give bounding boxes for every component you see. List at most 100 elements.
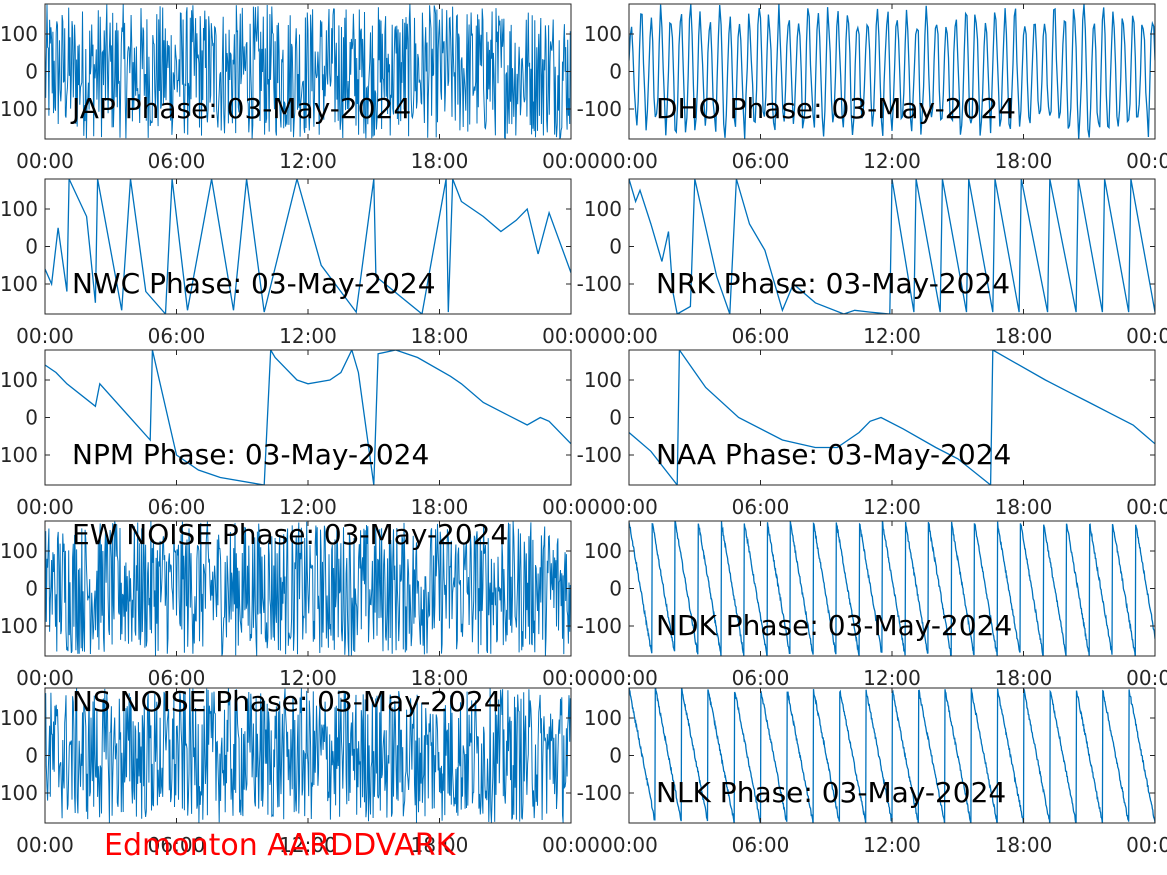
x-tick-label: 18:00	[995, 495, 1053, 519]
x-tick-label: 00:00	[1126, 833, 1167, 857]
subplot-10: 00:00 06:00 12:00 18:00 00:00 100 0 -100 NLK Pha…	[577, 687, 1167, 857]
y-tick-label: -100	[0, 272, 38, 296]
x-tick-label: 00:00	[542, 149, 600, 173]
subplot-title: NWC Phase: 03-May-2024	[72, 267, 436, 300]
x-tick-label: 12:00	[863, 324, 921, 348]
x-tick-label: 06:00	[148, 666, 206, 690]
y-tick-label: 100	[584, 197, 622, 221]
x-tick-label: 06:00	[732, 833, 790, 857]
y-tick-label: -100	[577, 443, 622, 467]
subplot-5: 00:00 06:00 12:00 18:00 00:00 100 0 -100 NPM Pha…	[0, 349, 600, 519]
phase-series-line	[45, 521, 571, 656]
x-tick-label: 18:00	[411, 495, 469, 519]
y-tick-label: -100	[577, 272, 622, 296]
x-tick-label: 06:00	[148, 149, 206, 173]
x-tick-label: 00:00	[600, 833, 658, 857]
x-tick-label: 00:00	[16, 666, 74, 690]
x-tick-label: 18:00	[995, 666, 1053, 690]
phase-series-line	[629, 179, 1155, 314]
y-tick-label: -100	[577, 97, 622, 121]
x-tick-label: 00:00	[600, 149, 658, 173]
phase-series-line	[45, 4, 571, 139]
y-tick-label: 0	[609, 577, 622, 601]
subplot-9: 00:00 06:00 12:00 18:00 00:00 100 0 -100 NS NOIS…	[0, 685, 600, 857]
x-tick-label: 18:00	[411, 833, 469, 857]
subplot-1: 00:00 06:00 12:00 18:00 00:00 100 0 -100 JAP Pha…	[0, 3, 600, 173]
phase-series-line	[45, 688, 571, 823]
x-tick-label: 00:00	[1126, 495, 1167, 519]
phase-series-line	[629, 4, 1155, 139]
subplot-7: 00:00 06:00 12:00 18:00 00:00 100 0 -100 EW NOIS…	[0, 518, 600, 690]
subplot-title: NLK Phase: 03-May-2024	[656, 776, 1006, 809]
x-tick-label: 18:00	[411, 149, 469, 173]
subplot-title: NRK Phase: 03-May-2024	[656, 267, 1010, 300]
x-tick-label: 00:00	[542, 495, 600, 519]
y-tick-label: 100	[584, 539, 622, 563]
subplot-4: 00:00 06:00 12:00 18:00 00:00 100 0 -100 NRK Pha…	[577, 178, 1167, 348]
x-tick-label: 06:00	[148, 495, 206, 519]
y-tick-label: -100	[0, 97, 38, 121]
y-tick-label: 100	[0, 368, 38, 392]
subplot-title: JAP Phase: 03-May-2024	[70, 92, 411, 125]
x-tick-label: 18:00	[411, 324, 469, 348]
phase-series-line	[45, 350, 571, 485]
x-tick-label: 00:00	[600, 324, 658, 348]
y-tick-label: 100	[0, 539, 38, 563]
y-tick-label: -100	[0, 614, 38, 638]
x-tick-label: 00:00	[600, 495, 658, 519]
x-tick-label: 18:00	[411, 666, 469, 690]
subplot-title: NDK Phase: 03-May-2024	[656, 609, 1012, 642]
x-tick-label: 18:00	[995, 324, 1053, 348]
x-tick-label: 12:00	[279, 495, 337, 519]
subplot-title: NPM Phase: 03-May-2024	[72, 438, 429, 471]
subplot-3: 00:00 06:00 12:00 18:00 00:00 100 0 -100 NWC Pha…	[0, 178, 600, 348]
subplot-title: NS NOISE Phase: 03-May-2024	[72, 685, 502, 718]
y-tick-label: 0	[25, 60, 38, 84]
x-tick-label: 00:00	[16, 495, 74, 519]
x-tick-label: 00:00	[542, 833, 600, 857]
station-footer-label: Edmonton AARDDVARK	[104, 828, 456, 863]
subplot-title: DHO Phase: 03-May-2024	[656, 92, 1016, 125]
x-tick-label: 12:00	[863, 833, 921, 857]
x-tick-label: 00:00	[542, 666, 600, 690]
x-tick-label: 00:00	[1126, 324, 1167, 348]
x-tick-label: 12:00	[279, 324, 337, 348]
y-tick-label: 100	[584, 368, 622, 392]
x-tick-label: 12:00	[279, 833, 337, 857]
y-tick-label: -100	[0, 443, 38, 467]
y-tick-label: 100	[0, 706, 38, 730]
y-tick-label: 0	[25, 744, 38, 768]
y-tick-label: 0	[609, 744, 622, 768]
x-tick-label: 12:00	[279, 666, 337, 690]
y-tick-label: 100	[584, 706, 622, 730]
y-tick-label: 0	[609, 60, 622, 84]
x-tick-label: 00:00	[16, 149, 74, 173]
subplot-title: EW NOISE Phase: 03-May-2024	[72, 518, 508, 551]
subplot-title: NAA Phase: 03-May-2024	[656, 438, 1011, 471]
y-tick-label: 0	[609, 235, 622, 259]
x-tick-label: 06:00	[732, 324, 790, 348]
x-tick-label: 00:00	[1126, 666, 1167, 690]
x-tick-label: 12:00	[863, 495, 921, 519]
x-tick-label: 06:00	[148, 324, 206, 348]
x-tick-label: 12:00	[863, 149, 921, 173]
y-tick-label: 0	[609, 406, 622, 430]
y-tick-label: 0	[25, 406, 38, 430]
x-tick-label: 00:00	[16, 833, 74, 857]
y-tick-label: -100	[0, 781, 38, 805]
x-tick-label: 06:00	[732, 666, 790, 690]
x-tick-label: 12:00	[279, 149, 337, 173]
y-tick-label: 100	[0, 22, 38, 46]
phase-series-line	[45, 179, 571, 314]
phase-series-line	[629, 521, 1155, 656]
x-tick-label: 18:00	[995, 149, 1053, 173]
x-tick-label: 00:00	[600, 666, 658, 690]
x-tick-label: 00:00	[542, 324, 600, 348]
subplot-8: 00:00 06:00 12:00 18:00 00:00 100 0 -100 NDK Pha…	[577, 520, 1167, 690]
phase-series-line	[629, 350, 1155, 485]
y-tick-label: -100	[577, 614, 622, 638]
y-tick-label: 0	[25, 235, 38, 259]
subplot-6: 00:00 06:00 12:00 18:00 00:00 100 0 -100 NAA Pha…	[577, 349, 1167, 519]
x-tick-label: 00:00	[1126, 149, 1167, 173]
